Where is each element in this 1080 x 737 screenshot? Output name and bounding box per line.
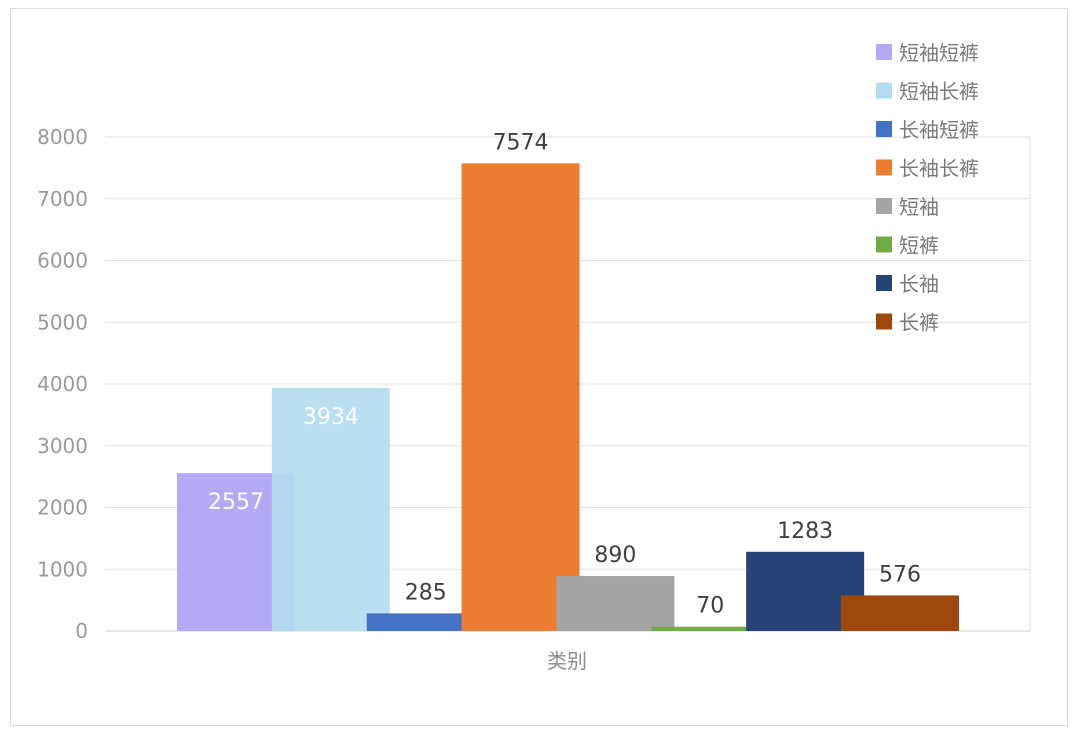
- legend-swatch: [876, 159, 892, 176]
- bar-3: [366, 613, 485, 631]
- y-tick-label: 0: [75, 619, 88, 643]
- legend-label: 短袖长裤: [899, 80, 979, 104]
- legend-swatch: [876, 44, 892, 60]
- data-label-5: 890: [594, 543, 636, 568]
- y-tick-label: 4000: [37, 372, 88, 396]
- x-axis-label: 类别: [547, 649, 587, 673]
- y-tick-label: 1000: [37, 557, 88, 581]
- y-tick-label: 3000: [37, 434, 88, 458]
- legend-swatch: [876, 198, 892, 214]
- data-label-6: 70: [696, 594, 724, 619]
- y-tick-label: 2000: [37, 496, 88, 520]
- legend-label: 长裤: [899, 311, 939, 335]
- y-tick-label: 5000: [37, 310, 88, 334]
- bar-5: [556, 576, 675, 631]
- data-label-1: 2557: [208, 490, 264, 515]
- legend-label: 短裤: [899, 234, 939, 258]
- y-axis-ticks: 0 1000 2000 3000 4000 5000 6000 7000 8000: [37, 125, 88, 643]
- bars: [177, 163, 959, 632]
- bar-4: [461, 163, 580, 632]
- data-label-8: 576: [879, 562, 921, 587]
- y-tick-label: 7000: [37, 187, 88, 211]
- data-label-4: 7574: [493, 130, 549, 155]
- data-label-3: 285: [405, 580, 447, 605]
- legend-label: 长袖: [899, 272, 939, 296]
- legend-swatch: [876, 121, 892, 137]
- data-labels: 2557 3934 285 7574 890 70 1283 576: [208, 130, 921, 618]
- legend-swatch: [876, 82, 892, 99]
- legend-swatch: [876, 236, 892, 253]
- y-tick-label: 6000: [37, 249, 88, 273]
- legend-swatch: [876, 275, 892, 291]
- bar-8: [841, 595, 959, 631]
- y-tick-label: 8000: [37, 125, 88, 149]
- legend-label: 短袖: [899, 195, 939, 219]
- legend-label: 长袖短裤: [899, 118, 979, 142]
- legend-label: 短袖短裤: [899, 41, 979, 65]
- data-label-2: 3934: [303, 405, 359, 430]
- data-label-7: 1283: [777, 519, 833, 544]
- legend-swatch: [876, 313, 892, 330]
- bar-6: [651, 626, 770, 631]
- legend-label: 长袖长裤: [899, 157, 979, 181]
- bar-2: [271, 388, 390, 631]
